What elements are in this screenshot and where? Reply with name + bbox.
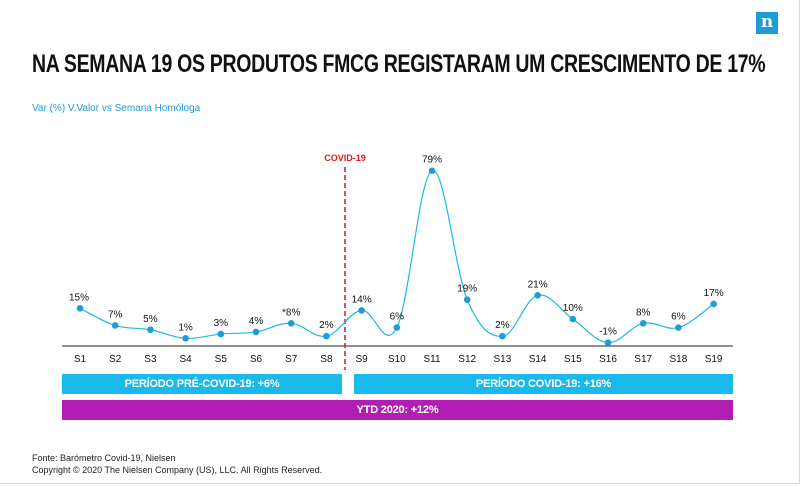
nielsen-logo: n bbox=[756, 12, 778, 34]
data-label-s1: 15% bbox=[69, 292, 89, 303]
data-label-s16: -1% bbox=[599, 327, 617, 338]
data-label-s17: 8% bbox=[636, 307, 651, 318]
data-label-s6: 4% bbox=[249, 316, 264, 327]
data-point-s10 bbox=[393, 324, 401, 331]
data-label-s12: 19% bbox=[457, 284, 477, 295]
x-tick-s4: S4 bbox=[179, 354, 192, 365]
data-point-s11 bbox=[428, 167, 436, 174]
data-point-s8 bbox=[323, 332, 330, 340]
data-point-s7 bbox=[287, 320, 295, 327]
data-point-s12 bbox=[463, 296, 471, 303]
data-label-s5: 3% bbox=[214, 318, 229, 329]
data-label-s10: 6% bbox=[390, 312, 405, 323]
chart-subtitle: Var (%) V.Valor vs Semana Homóloga bbox=[32, 103, 201, 114]
data-point-s14 bbox=[534, 292, 541, 299]
x-tick-s6: S6 bbox=[250, 354, 263, 365]
data-label-s8: 2% bbox=[319, 320, 334, 331]
covid-marker-label: COVID-19 bbox=[324, 153, 366, 163]
x-tick-s18: S18 bbox=[670, 354, 688, 365]
band-pre-covid: PERÍODO PRÉ-COVID-19: +6% bbox=[62, 374, 342, 394]
x-tick-s9: S9 bbox=[355, 354, 368, 365]
data-point-s16 bbox=[604, 339, 612, 346]
data-label-s14: 21% bbox=[528, 279, 548, 290]
data-point-s19 bbox=[710, 300, 717, 308]
x-tick-s12: S12 bbox=[458, 354, 476, 365]
data-label-s18: 6% bbox=[671, 312, 686, 323]
x-tick-s13: S13 bbox=[494, 354, 512, 365]
band-ytd: YTD 2020: +12% bbox=[62, 400, 733, 420]
x-tick-s3: S3 bbox=[144, 354, 157, 365]
x-tick-s1: S1 bbox=[74, 354, 87, 365]
x-tick-s16: S16 bbox=[599, 354, 617, 365]
footer: Fonte: Barómetro Covid-19, Nielsen Copyr… bbox=[32, 452, 322, 476]
data-label-s15: 10% bbox=[563, 303, 583, 314]
data-point-s17 bbox=[639, 320, 647, 327]
data-point-s15 bbox=[569, 315, 577, 323]
data-point-s4 bbox=[182, 335, 189, 342]
data-label-s4: 1% bbox=[178, 322, 193, 333]
x-tick-s2: S2 bbox=[109, 354, 122, 365]
x-tick-s5: S5 bbox=[215, 354, 228, 365]
x-tick-s14: S14 bbox=[529, 354, 547, 365]
x-tick-s15: S15 bbox=[564, 354, 582, 365]
data-label-s19: 17% bbox=[704, 288, 724, 299]
x-tick-s11: S11 bbox=[423, 354, 440, 365]
x-tick-s8: S8 bbox=[320, 354, 333, 365]
x-tick-s10: S10 bbox=[388, 354, 406, 365]
x-tick-s7: S7 bbox=[285, 354, 298, 365]
x-tick-s19: S19 bbox=[705, 354, 723, 365]
data-label-s11: 79% bbox=[422, 155, 442, 166]
data-point-s18 bbox=[675, 324, 682, 331]
source-note: Fonte: Barómetro Covid-19, Nielsen bbox=[32, 453, 176, 463]
data-point-s13 bbox=[499, 332, 506, 340]
data-point-s5 bbox=[217, 330, 225, 338]
x-tick-s17: S17 bbox=[634, 354, 652, 365]
copyright-note: Copyright © 2020 The Nielsen Company (US… bbox=[32, 465, 323, 475]
data-label-s3: 5% bbox=[143, 314, 158, 325]
data-point-s6 bbox=[252, 328, 260, 336]
data-label-s9: 14% bbox=[352, 294, 372, 305]
data-point-s1 bbox=[76, 304, 84, 312]
band-covid: PERÍODO COVID-19: +16% bbox=[354, 374, 733, 394]
data-point-s3 bbox=[147, 326, 154, 334]
data-point-s9 bbox=[358, 307, 365, 314]
data-label-s13: 2% bbox=[495, 320, 510, 331]
data-label-s7: *8% bbox=[282, 307, 300, 318]
data-point-s2 bbox=[111, 322, 119, 329]
data-label-s2: 7% bbox=[108, 309, 123, 320]
series-line bbox=[79, 170, 714, 344]
